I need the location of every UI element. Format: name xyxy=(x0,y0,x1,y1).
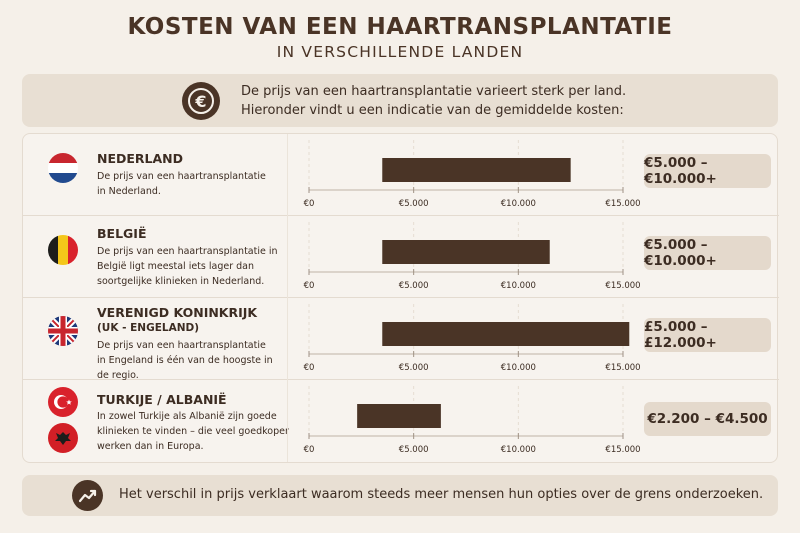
x-tick-label: €15.000 xyxy=(605,281,640,291)
country-row: NEDERLAND De prijs van een haartransplan… xyxy=(23,134,779,216)
country-name: TURKIJE / ALBANIË xyxy=(97,392,227,407)
country-description: De prijs van een haartransplantatie in Be… xyxy=(97,246,278,287)
range-chart: €0 €5.000 €10.000 €15.000 xyxy=(304,222,641,291)
uk-flag-icon xyxy=(48,316,78,346)
country-description: De prijs van een haartransplantatie in En… xyxy=(97,340,273,381)
footer-banner: Het verschil in prijs verklaart waarom s… xyxy=(22,475,778,516)
page-title: KOSTEN VAN EEN HAARTRANSPLANTATIE xyxy=(127,14,673,40)
price-badge: £5.000 – £12.000+ xyxy=(644,318,771,352)
country-row: VERENIGD KONINKRIJK (UK - ENGELAND) De p… xyxy=(23,298,779,381)
x-tick-label: €10.000 xyxy=(501,281,536,291)
price-badge: €5.000 – €10.000+ xyxy=(644,154,771,188)
range-chart: €0 €5.000 €10.000 €15.000 xyxy=(304,140,641,209)
range-bar xyxy=(357,404,441,428)
x-tick-label: €0 xyxy=(304,199,315,209)
cost-table: NEDERLAND De prijs van een haartransplan… xyxy=(22,133,779,464)
intro-banner: € De prijs van een haartransplantatie va… xyxy=(22,74,778,127)
x-tick-label: €15.000 xyxy=(605,445,640,455)
page-subtitle: IN VERSCHILLENDE LANDEN xyxy=(276,43,524,61)
x-tick-label: €0 xyxy=(304,363,315,373)
x-tick-label: €15.000 xyxy=(605,199,640,209)
x-tick-label: €0 xyxy=(304,445,315,455)
country-row: BELGIË De prijs van een haartransplantat… xyxy=(23,216,779,298)
turkey-flag-icon xyxy=(48,387,78,417)
x-tick-label: €5.000 xyxy=(399,281,429,291)
country-subname: (UK - ENGELAND) xyxy=(97,322,200,334)
x-tick-label: €5.000 xyxy=(399,363,429,373)
albania-flag-icon xyxy=(48,423,78,453)
x-tick-label: €15.000 xyxy=(605,363,640,373)
country-description: In zowel Turkije als Albanië zijn goede k… xyxy=(97,411,289,452)
x-tick-label: €10.000 xyxy=(501,363,536,373)
range-bar xyxy=(382,240,550,264)
price-badge: €5.000 – €10.000+ xyxy=(644,236,771,270)
country-row: TURKIJE / ALBANIË In zowel Turkije als A… xyxy=(23,380,779,464)
footer-text: Het verschil in prijs verklaart waarom s… xyxy=(119,487,764,502)
range-bar xyxy=(382,158,571,182)
range-chart: €0 €5.000 €10.000 €15.000 xyxy=(304,386,641,455)
x-tick-label: €10.000 xyxy=(501,199,536,209)
country-name: NEDERLAND xyxy=(97,151,184,166)
belgium-flag-icon xyxy=(48,235,78,265)
price-badge: €2.200 – €4.500 xyxy=(644,402,771,436)
intro-line-1: De prijs van een haartransplantatie vari… xyxy=(241,84,627,99)
x-tick-label: €10.000 xyxy=(501,445,536,455)
euro-icon: € xyxy=(182,82,220,120)
trend-up-icon xyxy=(72,480,103,511)
country-name: BELGIË xyxy=(97,226,147,241)
intro-line-2: Hieronder vindt u een indicatie van de g… xyxy=(241,103,624,118)
range-chart: €0 €5.000 €10.000 €15.000 xyxy=(304,304,641,373)
x-tick-label: €0 xyxy=(304,281,315,291)
range-bar xyxy=(382,322,630,346)
x-tick-label: €5.000 xyxy=(399,445,429,455)
country-description: De prijs van een haartransplantatie in Ne… xyxy=(97,171,266,197)
country-name: VERENIGD KONINKRIJK xyxy=(97,305,258,320)
netherlands-flag-icon xyxy=(48,153,78,183)
x-tick-label: €5.000 xyxy=(399,199,429,209)
